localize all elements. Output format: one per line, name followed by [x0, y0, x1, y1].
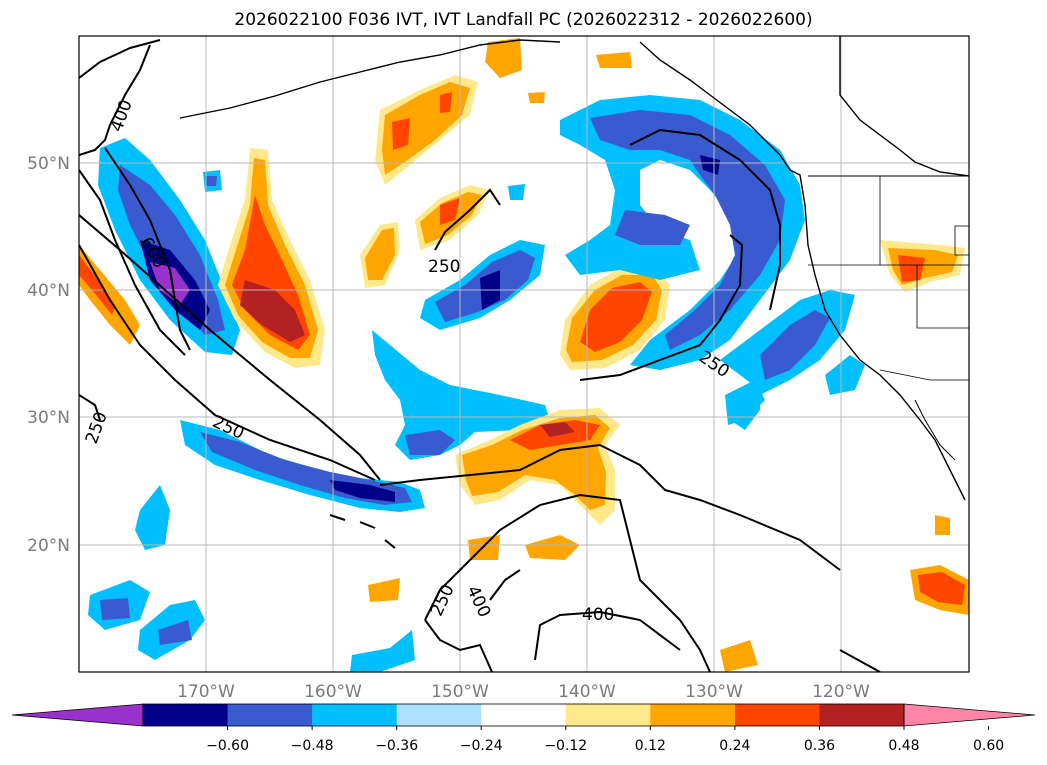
lon-label: 120°W	[812, 682, 870, 702]
lon-label: 170°W	[177, 682, 235, 702]
coastlines	[179, 36, 969, 549]
colorbar-tick-label: 0.60	[973, 738, 1004, 754]
longitude-labels: 170°W 160°W 150°W 140°W 130°W 120°W	[177, 682, 870, 702]
colorbar-segment	[819, 704, 905, 726]
colorbar-tick-label: −0.12	[544, 738, 587, 754]
colorbar-tick-label: 0.48	[888, 738, 919, 754]
lon-label: 130°W	[685, 682, 743, 702]
colorbar-segment	[650, 704, 736, 726]
colorbar-tick-label: 0.12	[635, 738, 666, 754]
map-title: 2026022100 F036 IVT, IVT Landfall PC (20…	[234, 10, 813, 30]
colorbar-tick-label: −0.36	[375, 738, 418, 754]
colorbar-segment	[312, 704, 398, 726]
colorbar-segment	[481, 704, 567, 726]
lat-label: 20°N	[27, 536, 70, 556]
colorbar-tick-label: 0.36	[804, 738, 835, 754]
colorbar-tick-label: −0.48	[291, 738, 334, 754]
colorbar-extend-right	[903, 703, 1036, 727]
colorbar: −0.60 −0.48 −0.36 −0.24 −0.12 0.12 0.24 0.36 0.4…	[11, 703, 1036, 754]
colorbar-tick-label: −0.60	[206, 738, 249, 754]
lat-label: 50°N	[27, 154, 70, 174]
colorbar-extend-left	[11, 703, 144, 727]
graticule	[79, 36, 969, 672]
latitude-labels: 50°N 40°N 30°N 20°N	[27, 154, 70, 556]
lon-label: 160°W	[304, 682, 362, 702]
colorbar-tick-label: 0.24	[719, 738, 750, 754]
lon-label: 140°W	[558, 682, 616, 702]
colorbar-segment	[143, 704, 229, 726]
lon-label: 150°W	[431, 682, 489, 702]
map-frame	[78, 35, 970, 673]
contour-label: 400	[582, 605, 614, 625]
map-plot-area: 400 600 250 250 250 250 250 400 400	[79, 36, 969, 672]
colorbar-segment	[734, 704, 820, 726]
colorbar-segment	[565, 704, 651, 726]
colorbar-segment	[396, 704, 482, 726]
colorbar-segment	[227, 704, 313, 726]
colorbar-outline	[142, 703, 905, 727]
colorbar-tick-label: −0.24	[460, 738, 503, 754]
lat-label: 30°N	[27, 408, 70, 428]
contour-label: 250	[428, 257, 460, 277]
lat-label: 40°N	[27, 281, 70, 301]
ivt-contours	[79, 39, 881, 672]
